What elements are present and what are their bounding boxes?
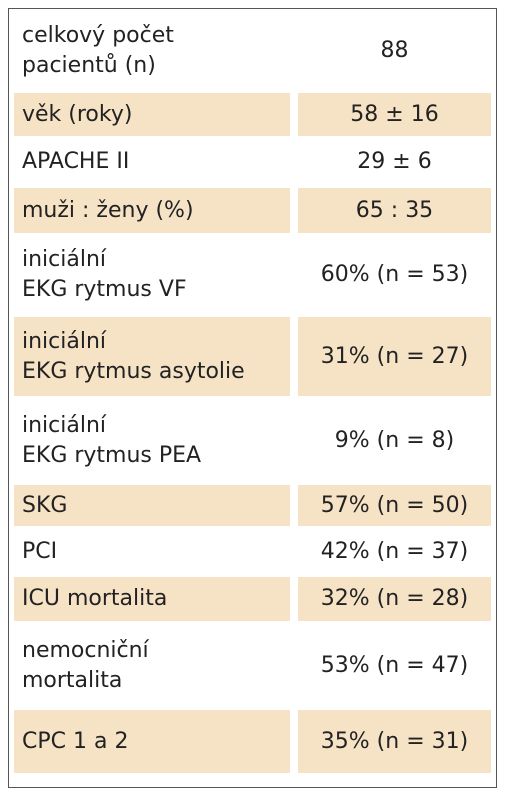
value-text: 42% (n = 37): [320, 538, 469, 564]
value-text: 57% (n = 50): [320, 492, 469, 518]
table-row: PCI 42% (n = 37): [14, 528, 491, 575]
row-label: CPC 1 a 2: [14, 710, 290, 773]
label-line: EKG rytmus PEA: [22, 442, 202, 468]
label-line: nemocniční: [22, 637, 149, 663]
row-value: 35% (n = 31): [298, 710, 491, 773]
row-label: nemocniční mortalita: [14, 625, 290, 706]
value-text: 32% (n = 28): [320, 586, 469, 611]
label-line: iniciální: [22, 328, 107, 354]
row-value: 32% (n = 28): [298, 577, 491, 621]
table: celkový počet pacientů (n) 88 věk (roky) 58 …: [8, 8, 497, 788]
label-line: EKG rytmus VF: [22, 277, 187, 302]
table-row: CPC 1 a 2 35% (n = 31): [14, 708, 491, 775]
label-line: muži : ženy (%): [22, 197, 194, 223]
table-row: iniciální EKG rytmus VF 60% (n = 53): [14, 235, 491, 315]
row-label: celkový počet pacientů (n): [14, 13, 290, 89]
row-value: 29 ± 6: [298, 140, 491, 184]
value-text: 58 ± 16: [350, 101, 439, 127]
row-label: věk (roky): [14, 93, 290, 136]
row-value: 58 ± 16: [298, 93, 491, 136]
table-row: věk (roky) 58 ± 16: [14, 91, 491, 138]
table-row: iniciální EKG rytmus PEA 9% (n = 8): [14, 398, 491, 483]
row-label: iniciální EKG rytmus asytolie: [14, 317, 290, 396]
table-row: nemocniční mortalita 53% (n = 47): [14, 623, 491, 708]
label-line: iniciální: [22, 412, 107, 438]
label-line: APACHE II: [22, 149, 130, 174]
row-label: PCI: [14, 530, 290, 573]
label-line: iniciální: [22, 247, 107, 272]
value-text: 88: [380, 38, 409, 63]
value-text: 60% (n = 53): [320, 262, 469, 287]
label-line: SKG: [22, 492, 68, 518]
row-label: SKG: [14, 485, 290, 526]
row-value: 53% (n = 47): [298, 625, 491, 706]
row-label: muži : ženy (%): [14, 188, 290, 233]
value-text: 9% (n = 8): [334, 427, 455, 453]
row-value: 31% (n = 27): [298, 317, 491, 396]
row-label: iniciální EKG rytmus VF: [14, 237, 290, 313]
table-row: APACHE II 29 ± 6: [14, 138, 491, 186]
label-line: celkový počet: [22, 23, 174, 48]
row-label: APACHE II: [14, 140, 290, 184]
value-text: 65 : 35: [355, 197, 434, 223]
label-line: mortalita: [22, 667, 123, 693]
row-value: 88: [298, 13, 491, 89]
value-text: 35% (n = 31): [320, 728, 469, 754]
table-row: iniciální EKG rytmus asytolie 31% (n = 27): [14, 315, 491, 398]
table-row: ICU mortalita 32% (n = 28): [14, 575, 491, 623]
label-line: ICU mortalita: [22, 586, 168, 611]
table-row: celkový počet pacientů (n) 88: [14, 11, 491, 91]
label-line: EKG rytmus asytolie: [22, 358, 245, 384]
row-value: 65 : 35: [298, 188, 491, 233]
label-line: věk (roky): [22, 101, 133, 127]
row-label: ICU mortalita: [14, 577, 290, 621]
value-text: 29 ± 6: [357, 149, 432, 174]
label-line: pacientů (n): [22, 53, 156, 78]
table-row: SKG 57% (n = 50): [14, 483, 491, 528]
row-value: 60% (n = 53): [298, 237, 491, 313]
value-text: 31% (n = 27): [320, 343, 469, 369]
label-line: CPC 1 a 2: [22, 728, 129, 754]
row-value: 57% (n = 50): [298, 485, 491, 526]
table-row: muži : ženy (%) 65 : 35: [14, 186, 491, 235]
label-line: PCI: [22, 538, 58, 564]
value-text: 53% (n = 47): [320, 652, 469, 678]
row-value: 9% (n = 8): [298, 400, 491, 481]
row-label: iniciální EKG rytmus PEA: [14, 400, 290, 481]
row-value: 42% (n = 37): [298, 530, 491, 573]
